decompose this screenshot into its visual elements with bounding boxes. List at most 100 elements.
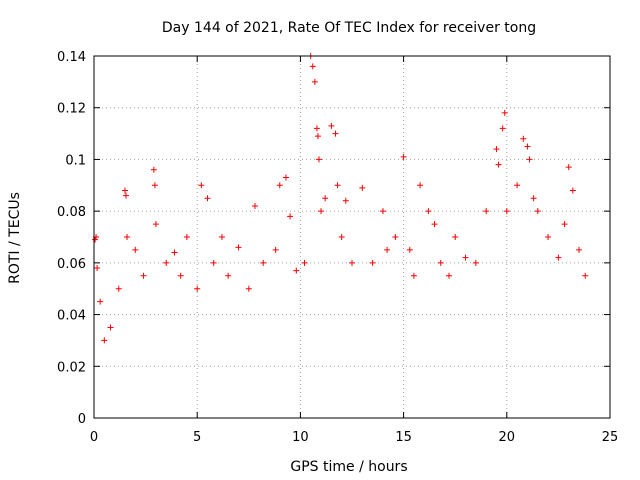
data-point — [282, 174, 289, 181]
data-point — [392, 234, 399, 240]
data-point — [272, 246, 279, 253]
x-axis-title: GPS time / hours — [290, 459, 407, 475]
data-point — [342, 197, 349, 204]
data-point — [276, 182, 283, 189]
data-point — [437, 259, 444, 266]
data-point — [425, 208, 432, 215]
y-tick-label: 0.02 — [57, 360, 86, 375]
data-point — [177, 272, 184, 279]
y-tick-label: 0.04 — [57, 309, 86, 324]
data-point — [501, 109, 508, 116]
data-point — [94, 265, 101, 272]
data-point — [115, 285, 122, 292]
data-point — [107, 324, 114, 331]
data-point — [152, 221, 159, 228]
y-tick-label: 0.14 — [57, 50, 86, 65]
data-point — [526, 156, 533, 163]
data-point — [198, 182, 205, 189]
data-point — [151, 182, 158, 189]
data-point — [163, 259, 170, 266]
data-point — [483, 208, 490, 215]
data-point — [318, 208, 325, 215]
data-point — [582, 272, 589, 279]
data-point — [534, 208, 541, 215]
data-point — [338, 234, 345, 240]
data-point — [204, 195, 211, 202]
data-point — [287, 213, 294, 220]
data-point — [499, 125, 506, 132]
data-point — [122, 192, 129, 199]
data-point — [132, 246, 139, 253]
data-point — [210, 259, 217, 266]
x-tick-label: 5 — [193, 430, 201, 445]
data-point — [322, 195, 329, 202]
data-point — [334, 182, 341, 189]
data-point — [301, 259, 308, 266]
x-tick-label: 0 — [90, 430, 98, 445]
data-point — [315, 156, 322, 163]
data-point — [530, 195, 537, 202]
y-tick-label: 0.08 — [57, 205, 86, 220]
data-point — [561, 221, 568, 228]
plot-frame — [93, 55, 611, 419]
data-point — [260, 259, 267, 266]
data-point — [417, 182, 424, 189]
data-point — [150, 166, 157, 173]
data-point — [493, 146, 500, 153]
data-point — [225, 272, 232, 279]
data-point — [245, 285, 252, 292]
data-point — [311, 78, 318, 85]
data-point — [124, 234, 131, 240]
data-point — [235, 244, 242, 251]
data-point — [171, 249, 178, 256]
data-point — [379, 208, 386, 215]
data-point — [349, 259, 355, 266]
data-point — [462, 254, 469, 261]
data-point — [92, 236, 99, 243]
x-tick-label: 10 — [292, 430, 309, 445]
data-point — [251, 202, 258, 209]
data-point — [140, 272, 147, 279]
data-point — [495, 161, 502, 168]
data-point — [524, 143, 531, 150]
data-point — [293, 267, 300, 274]
data-points — [92, 53, 589, 344]
data-point — [400, 153, 407, 160]
data-point — [514, 182, 521, 189]
data-point — [194, 285, 201, 292]
data-point — [406, 246, 413, 253]
data-point — [569, 187, 576, 194]
y-tick-label: 0 — [78, 412, 86, 427]
grid-lines — [94, 56, 610, 418]
x-tick-label: 15 — [395, 430, 412, 445]
data-point — [101, 337, 108, 344]
data-point — [545, 234, 552, 240]
data-point — [359, 184, 366, 191]
data-point — [431, 221, 438, 228]
data-point — [565, 164, 572, 171]
axis-ticks: 0 5 10 15 20 25 0 0.02 0.04 0.06 0.08 0.1 0.12 0.14 — [57, 50, 618, 445]
data-point — [328, 122, 335, 129]
y-tick-label: 0.12 — [57, 102, 86, 117]
data-point — [183, 234, 190, 240]
y-axis-title: ROTI / TECUs — [7, 192, 23, 284]
data-point — [309, 63, 316, 70]
data-point — [576, 246, 583, 253]
data-point — [452, 234, 459, 240]
data-point — [313, 125, 320, 132]
data-point — [218, 234, 225, 240]
data-point — [520, 135, 527, 142]
data-point — [384, 246, 391, 253]
data-point — [369, 259, 376, 266]
data-point — [121, 187, 128, 194]
data-point — [314, 133, 321, 140]
data-point — [410, 272, 417, 279]
data-point — [472, 259, 479, 266]
x-tick-label: 25 — [602, 430, 619, 445]
data-point — [332, 130, 339, 137]
data-point — [555, 254, 562, 261]
data-point — [446, 272, 453, 279]
data-point — [503, 208, 510, 215]
y-tick-label: 0.06 — [57, 257, 86, 272]
